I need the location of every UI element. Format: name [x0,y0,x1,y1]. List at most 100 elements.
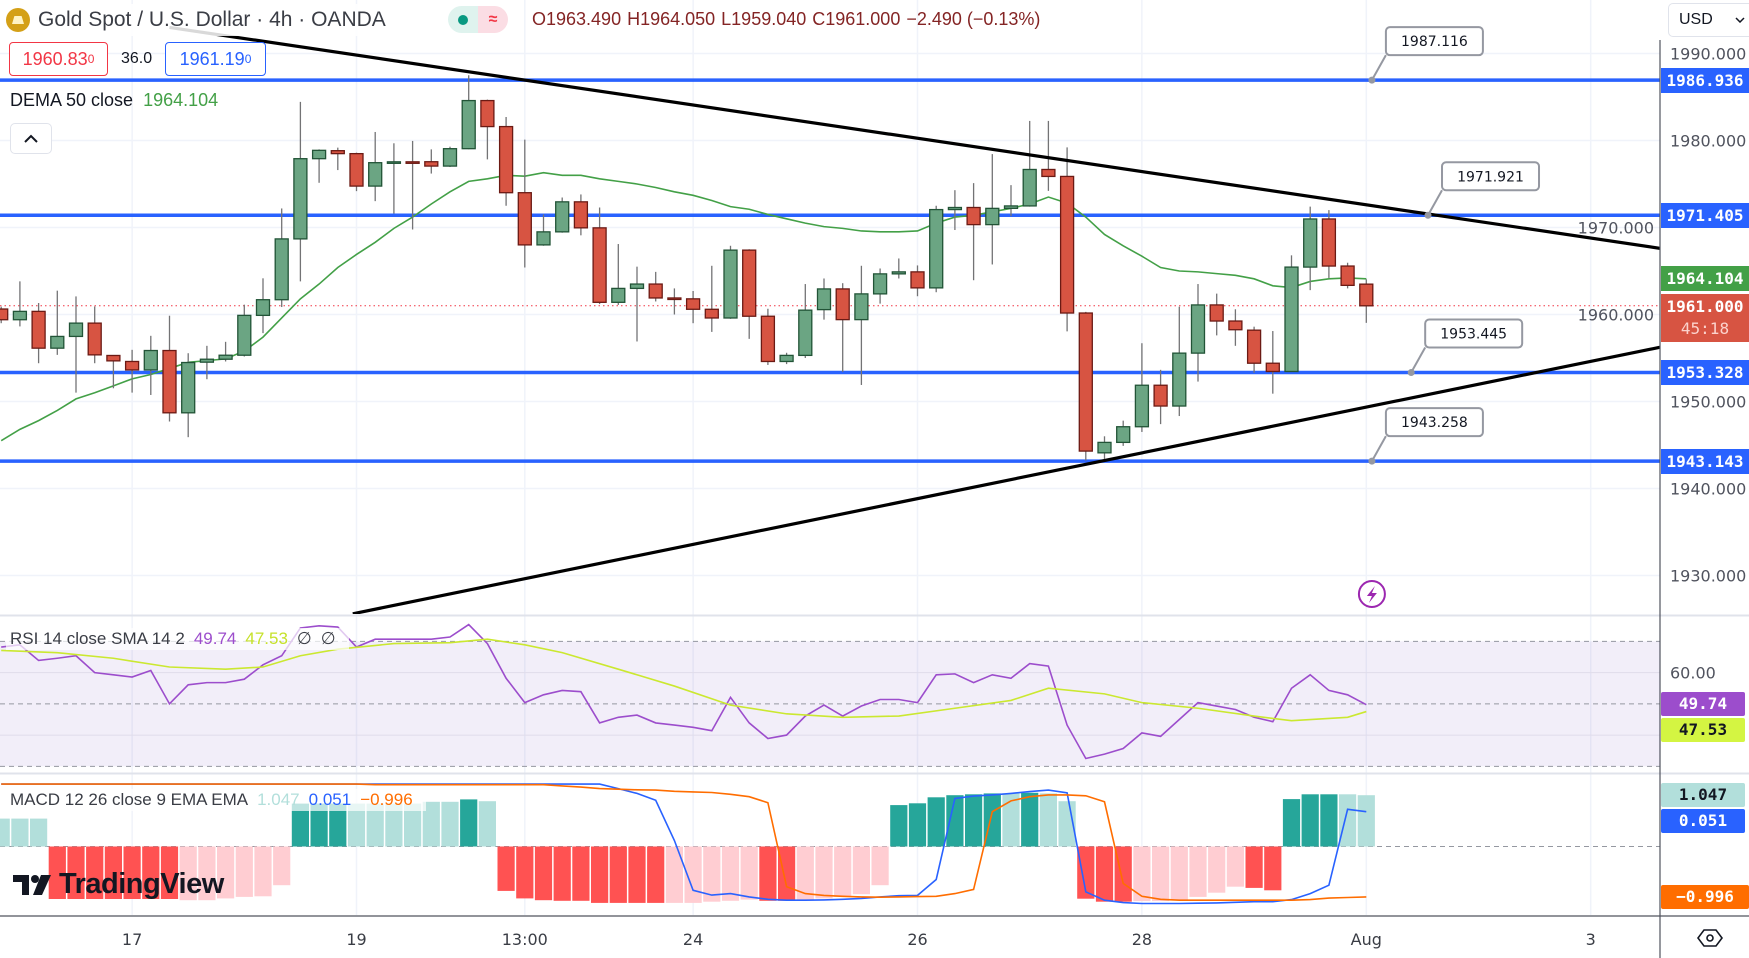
candle[interactable] [760,308,776,365]
candle[interactable] [1321,210,1337,278]
candle[interactable] [181,353,196,438]
candle[interactable] [106,354,121,389]
price-tick-label: 1990.000 [1670,45,1746,64]
buy-button[interactable]: 1961.19 0 [165,42,266,76]
candle[interactable] [1059,147,1075,332]
candle[interactable] [611,244,626,305]
candle[interactable] [854,265,869,385]
candle[interactable] [573,194,589,236]
candle[interactable] [1284,255,1299,373]
macd-pane[interactable] [0,783,1660,905]
candle[interactable] [1003,185,1019,217]
candle[interactable] [349,152,364,192]
candle[interactable] [480,99,495,160]
candle[interactable] [1041,120,1056,191]
currency-dropdown[interactable]: USD [1668,3,1749,37]
candle[interactable] [966,183,981,281]
candle[interactable] [237,304,252,357]
price-callout[interactable]: 1953.445 [1407,318,1524,377]
candle[interactable] [143,335,158,395]
candle[interactable] [1078,311,1093,461]
candle[interactable] [1359,279,1374,323]
candle[interactable] [798,284,813,358]
candle[interactable] [1022,120,1037,207]
candle[interactable] [124,349,140,393]
candle[interactable] [424,149,439,174]
candle[interactable] [1172,306,1187,417]
lightning-alert-icon[interactable] [1357,580,1386,608]
candle[interactable] [1265,331,1280,394]
candle[interactable] [910,265,925,297]
candle[interactable] [442,146,458,168]
candle[interactable] [742,249,757,339]
candle[interactable] [87,306,102,364]
price-callout[interactable]: 1971.921 [1424,161,1541,219]
rsi-legend[interactable]: RSI 14 close SMA 14 2 49.74 47.53 ∅ ∅ [6,628,349,650]
candle[interactable] [218,341,233,362]
candle[interactable] [667,288,682,315]
candle[interactable] [1209,293,1224,336]
candle[interactable] [816,278,832,320]
candle[interactable] [461,75,476,150]
candle[interactable] [704,265,719,332]
macd-histogram-bar [1133,846,1151,902]
candle[interactable] [311,149,327,183]
symbol-title[interactable]: Gold Spot / U.S. Dollar · 4h · OANDA [6,4,392,36]
candle[interactable] [31,303,46,364]
candle[interactable] [517,139,532,268]
candle[interactable] [1190,284,1206,382]
market-status-pill[interactable]: ≈ [448,6,508,33]
price-callout[interactable]: 1943.258 [1368,407,1484,465]
trendline[interactable] [352,327,1749,614]
candle[interactable] [386,143,402,214]
candle[interactable] [68,296,84,393]
candle[interactable] [1153,369,1168,425]
candle[interactable] [274,208,289,308]
candle[interactable] [629,266,645,342]
candle[interactable] [723,245,738,319]
candle[interactable] [0,306,9,324]
chart-settings-button[interactable] [1694,924,1726,952]
candle[interactable] [162,315,177,422]
candle[interactable] [1134,343,1150,432]
candle[interactable] [199,345,215,380]
candle[interactable] [555,197,570,233]
candle[interactable] [648,271,663,302]
candle[interactable] [1340,262,1355,289]
candle[interactable] [12,281,28,327]
candle[interactable] [947,190,963,231]
price-callout[interactable]: 1987.116 [1368,26,1484,84]
candle[interactable] [330,147,345,171]
candle[interactable] [293,101,308,282]
candle[interactable] [685,291,701,324]
candle[interactable] [405,140,420,230]
candle[interactable] [872,268,888,304]
tradingview-logo[interactable]: TradingView [13,868,224,901]
dema-legend[interactable]: DEMA 50 close 1964.104 [10,90,218,111]
candle[interactable] [835,283,850,372]
candle[interactable] [779,352,794,365]
rsi-legend-label: RSI 14 close SMA 14 2 [10,629,185,648]
candle[interactable] [255,278,271,334]
candle[interactable] [592,207,607,305]
candle[interactable] [1097,436,1112,459]
candle[interactable] [891,258,906,279]
sell-button[interactable]: 1960.83 0 [9,42,108,76]
candle[interactable] [498,117,514,206]
candle[interactable] [536,214,551,246]
candle[interactable] [368,131,383,202]
candle[interactable] [1116,420,1131,446]
candle[interactable] [985,154,1000,265]
trendline[interactable] [169,25,1749,263]
candle[interactable] [1246,326,1262,373]
candle[interactable] [1228,309,1243,346]
price-pane[interactable]: 1987.116 1971.921 1953.445 1943.258 [0,25,1749,614]
candle[interactable] [50,290,65,355]
dema-legend-label: DEMA 50 close [10,90,134,110]
candle[interactable] [929,205,944,293]
candle[interactable] [1303,206,1318,291]
collapse-legend-button[interactable] [10,123,52,154]
macd-legend[interactable]: MACD 12 26 close 9 EMA EMA 1.047 0.051 −0.9… [6,789,426,811]
rsi-pane[interactable] [1,623,1367,760]
